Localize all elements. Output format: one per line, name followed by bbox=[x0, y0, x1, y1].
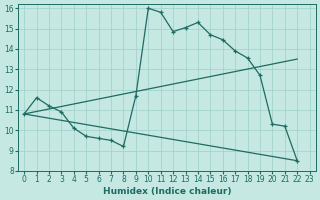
X-axis label: Humidex (Indice chaleur): Humidex (Indice chaleur) bbox=[103, 187, 231, 196]
